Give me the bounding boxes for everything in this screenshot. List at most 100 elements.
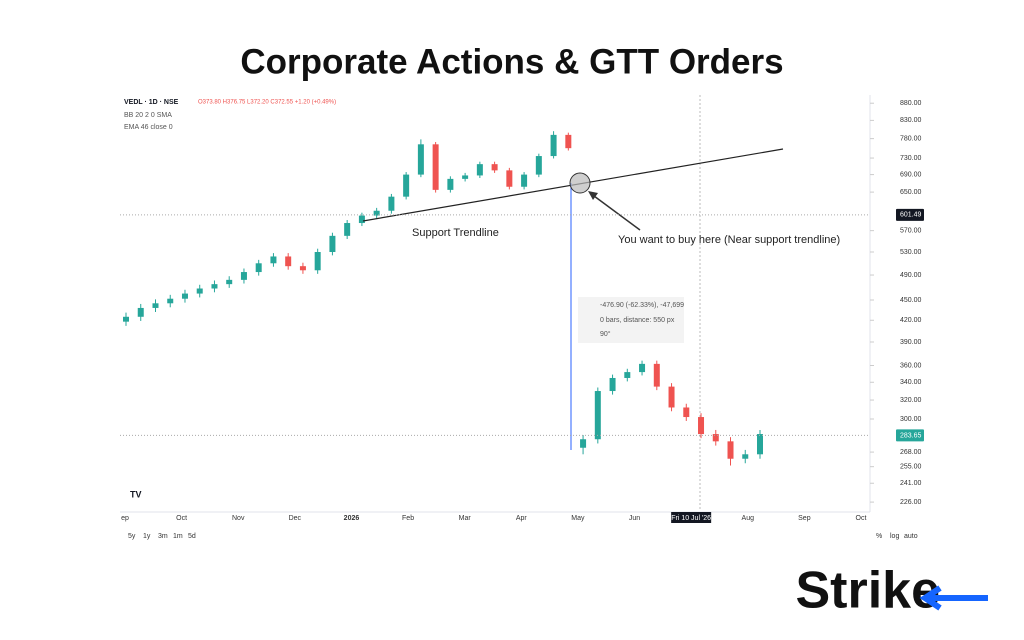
candle-body (417, 144, 424, 175)
y-tick-label: 226.00 (900, 499, 922, 506)
candle-body (462, 175, 469, 179)
y-tick-label: 241.00 (900, 480, 922, 487)
x-tick-label: Dec (289, 515, 302, 522)
y-tick-label: 650.00 (900, 189, 922, 196)
annotation: You want to buy here (Near support trend… (618, 234, 840, 246)
candle-body (299, 266, 306, 271)
candle-body (491, 164, 498, 171)
candle-body (255, 263, 262, 273)
x-tick-label: Fri 10 Jul '26 (671, 515, 711, 522)
candle-body (240, 272, 247, 280)
candle-body (535, 156, 542, 175)
measure-text: -476.90 (-62.33%), -47,699 (600, 302, 684, 309)
arrow (589, 192, 641, 231)
range-button[interactable]: 1m (173, 533, 183, 540)
x-tick-label: ep (121, 515, 129, 522)
candle-body (181, 293, 188, 299)
candle-body (624, 372, 631, 378)
y-tick-label: 340.00 (900, 379, 922, 386)
candle-body (152, 303, 159, 308)
candle-body (373, 210, 380, 216)
candle-body (594, 391, 601, 440)
measure-box (578, 297, 684, 343)
x-tick-label: Jun (629, 515, 640, 522)
candle-body (196, 288, 203, 294)
brand: Strike (795, 562, 940, 620)
candle-body (476, 164, 483, 176)
price-label-bg (896, 208, 924, 221)
indicator: BB 20 2 0 SMA (124, 112, 172, 119)
candle-body (639, 363, 646, 373)
candle-body (506, 170, 513, 187)
annotation: Support Trendline (412, 227, 499, 239)
tv-logo: TV (130, 489, 142, 499)
y-tick-label: 255.00 (900, 464, 922, 471)
range-button[interactable]: 3m (158, 533, 168, 540)
candle-body (727, 441, 734, 459)
candle-body (565, 134, 572, 149)
x-tick-label: 2026 (344, 515, 360, 522)
candle-body (211, 284, 218, 289)
measure-text: 90° (600, 330, 611, 338)
candle-body (757, 434, 763, 455)
range-button[interactable]: 5y (128, 533, 136, 540)
x-tick-label: Apr (516, 515, 528, 522)
x-tick-label: Feb (402, 515, 414, 522)
candle-body (270, 256, 277, 264)
x-tick-label: Mar (459, 515, 472, 522)
price-label: 601.49 (900, 212, 922, 219)
y-tick-label: 780.00 (900, 135, 922, 142)
y-tick-label: 880.00 (900, 100, 922, 107)
y-tick-label: 570.00 (900, 227, 922, 234)
scale-button[interactable]: log (890, 533, 899, 540)
candle-body (314, 252, 321, 271)
x-tick-label: Sep (798, 515, 811, 522)
candle-body (358, 215, 365, 224)
brand-arrow (919, 585, 988, 611)
candle-body (698, 417, 705, 435)
y-tick-label: 490.00 (900, 272, 922, 279)
candle-body (609, 377, 616, 392)
x-tick-label: May (571, 515, 585, 522)
candle-body (167, 298, 174, 304)
scale-button[interactable]: % (876, 533, 882, 540)
indicator: EMA 46 close 0 (124, 124, 173, 131)
x-tick-label: Nov (232, 515, 245, 522)
candle-body (580, 439, 587, 448)
candle-body (447, 178, 454, 190)
price-label-bg (896, 429, 924, 442)
y-tick-label: 360.00 (900, 362, 922, 369)
candle-body (403, 174, 410, 197)
arrow-head (588, 191, 598, 200)
x-tick-label: Oct (176, 515, 187, 522)
y-tick-label: 690.00 (900, 171, 922, 178)
chart-title: Corporate Actions & GTT Orders (240, 42, 783, 81)
x-highlight (671, 512, 712, 523)
candle-body (683, 407, 690, 418)
candle-body (653, 363, 660, 387)
candle-body (344, 223, 351, 236)
candle-body (285, 256, 292, 267)
candle-body (432, 144, 439, 190)
candle-body (329, 235, 336, 253)
y-tick-label: 530.00 (900, 249, 922, 256)
candle-body (550, 134, 557, 157)
candle-body (123, 316, 129, 322)
x-tick-label: Aug (742, 515, 755, 522)
range-button[interactable]: 1y (143, 533, 151, 540)
y-tick-label: 420.00 (900, 317, 922, 324)
price-label: 283.65 (900, 432, 922, 439)
candle-body (388, 196, 395, 211)
scale-button[interactable]: auto (904, 533, 918, 540)
candle-body (226, 279, 233, 285)
y-tick-label: 450.00 (900, 297, 922, 304)
buy-zone (569, 172, 591, 194)
y-tick-label: 390.00 (900, 339, 922, 346)
candle-body (668, 386, 675, 408)
ohlc-text: O373.80 H376.75 L372.20 C372.55 +1.20 (+… (198, 100, 336, 106)
candle-body (137, 307, 144, 317)
range-button[interactable]: 5d (188, 533, 196, 540)
symbol: VEDL · 1D · NSE (124, 99, 179, 106)
